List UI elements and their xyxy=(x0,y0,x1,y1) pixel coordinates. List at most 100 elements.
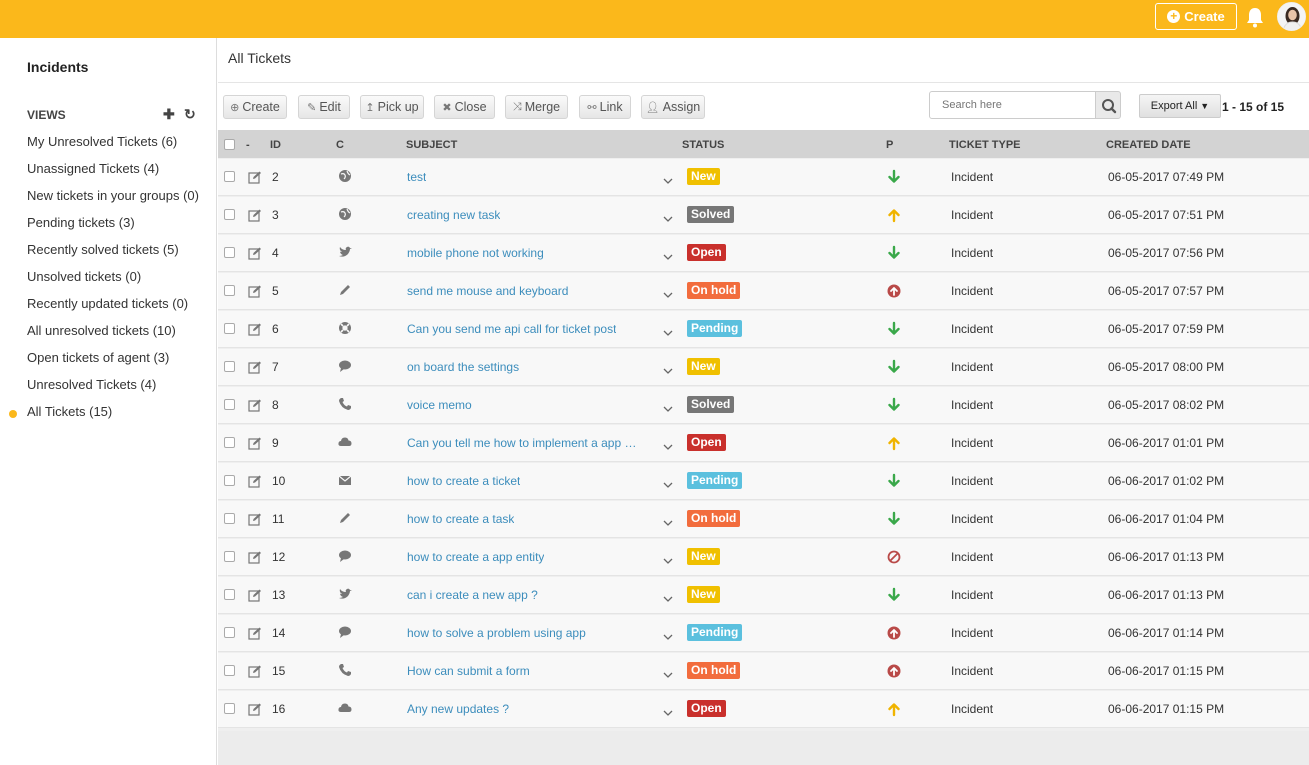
add-view-icon[interactable]: ✚ xyxy=(163,106,175,122)
sidebar-view-item[interactable]: Unresolved Tickets (4) xyxy=(27,377,157,392)
top-create-button[interactable]: + Create xyxy=(1155,3,1237,30)
ticket-subject-link[interactable]: can i create a new app ? xyxy=(407,588,538,602)
edit-row-icon[interactable] xyxy=(248,399,262,412)
edit-row-icon[interactable] xyxy=(248,171,262,184)
row-checkbox[interactable] xyxy=(224,361,235,372)
row-checkbox[interactable] xyxy=(224,247,235,258)
chevron-down-icon[interactable] xyxy=(663,709,673,717)
edit-row-icon[interactable] xyxy=(248,589,262,602)
table-row[interactable]: 7 on board the settings New Incident 06-05-2… xyxy=(218,349,1309,386)
table-row[interactable]: 11 how to create a task On hold Incident 06-… xyxy=(218,501,1309,538)
edit-row-icon[interactable] xyxy=(248,475,262,488)
row-checkbox[interactable] xyxy=(224,703,235,714)
row-checkbox[interactable] xyxy=(224,475,235,486)
col-priority[interactable]: P xyxy=(886,139,894,151)
edit-button[interactable]: ✎ Edit xyxy=(298,95,350,119)
table-row[interactable]: 15 How can submit a form On hold Incident 06… xyxy=(218,653,1309,690)
search-input[interactable] xyxy=(929,91,1097,119)
sidebar-view-item[interactable]: Recently updated tickets (0) xyxy=(27,296,189,311)
link-button[interactable]: ⚯ Link xyxy=(579,95,631,119)
chevron-down-icon[interactable] xyxy=(663,405,673,413)
sidebar-view-item[interactable]: Recently solved tickets (5) xyxy=(27,242,179,257)
chevron-down-icon[interactable] xyxy=(663,557,673,565)
table-row[interactable]: 4 mobile phone not working Open Incident 06-… xyxy=(218,235,1309,272)
col-channel[interactable]: C xyxy=(336,139,344,151)
table-row[interactable]: 10 how to create a ticket Pending Incident 0… xyxy=(218,463,1309,500)
chevron-down-icon[interactable] xyxy=(663,291,673,299)
chevron-down-icon[interactable] xyxy=(663,329,673,337)
edit-row-icon[interactable] xyxy=(248,665,262,678)
chevron-down-icon[interactable] xyxy=(663,481,673,489)
table-row[interactable]: 14 how to solve a problem using app Pendin… xyxy=(218,615,1309,652)
sidebar-view-item[interactable]: Unsolved tickets (0) xyxy=(27,269,142,284)
row-checkbox[interactable] xyxy=(224,551,235,562)
row-checkbox[interactable] xyxy=(224,665,235,676)
row-checkbox[interactable] xyxy=(224,627,235,638)
ticket-subject-link[interactable]: how to create a ticket xyxy=(407,474,521,488)
row-checkbox[interactable] xyxy=(224,323,235,334)
chevron-down-icon[interactable] xyxy=(663,367,673,375)
ticket-subject-link[interactable]: How can submit a form xyxy=(407,664,530,678)
col-subject[interactable]: SUBJECT xyxy=(406,139,458,151)
sidebar-view-item[interactable]: New tickets in your groups (0) xyxy=(27,188,199,203)
table-row[interactable]: 3 creating new task Solved Incident 06-05-20… xyxy=(218,197,1309,234)
row-checkbox[interactable] xyxy=(224,171,235,182)
create-ticket-button[interactable]: ⊕ Create xyxy=(223,95,287,119)
row-checkbox[interactable] xyxy=(224,589,235,600)
col-ticket-type[interactable]: TICKET TYPE xyxy=(949,139,1021,151)
row-checkbox[interactable] xyxy=(224,399,235,410)
ticket-subject-link[interactable]: Can you tell me how to implement a app … xyxy=(407,436,637,450)
row-checkbox[interactable] xyxy=(224,285,235,296)
table-row[interactable]: 8 voice memo Solved Incident 06-05-2017 08:0… xyxy=(218,387,1309,424)
table-row[interactable]: 5 send me mouse and keyboard On hold Incide… xyxy=(218,273,1309,310)
chevron-down-icon[interactable] xyxy=(663,215,673,223)
row-checkbox[interactable] xyxy=(224,513,235,524)
chevron-down-icon[interactable] xyxy=(663,671,673,679)
ticket-subject-link[interactable]: send me mouse and keyboard xyxy=(407,284,569,298)
sidebar-view-item[interactable]: My Unresolved Tickets (6) xyxy=(27,134,178,149)
select-all-checkbox[interactable] xyxy=(224,139,235,150)
export-all-button[interactable]: Export All ▼ xyxy=(1139,94,1221,118)
edit-row-icon[interactable] xyxy=(248,437,262,450)
sidebar-view-item[interactable]: Unassigned Tickets (4) xyxy=(27,161,160,176)
ticket-subject-link[interactable]: how to create a task xyxy=(407,512,515,526)
chevron-down-icon[interactable] xyxy=(663,177,673,185)
chevron-down-icon[interactable] xyxy=(663,519,673,527)
refresh-icon[interactable]: ↻ xyxy=(184,106,196,122)
edit-row-icon[interactable] xyxy=(248,703,262,716)
ticket-subject-link[interactable]: Any new updates ? xyxy=(407,702,510,716)
table-row[interactable]: 2 test New Incident 06-05-2017 07:49 PM xyxy=(218,159,1309,196)
edit-row-icon[interactable] xyxy=(248,361,262,374)
search-button[interactable] xyxy=(1095,91,1121,119)
edit-row-icon[interactable] xyxy=(248,551,262,564)
ticket-subject-link[interactable]: how to solve a problem using app xyxy=(407,626,586,640)
ticket-subject-link[interactable]: test xyxy=(407,170,427,184)
row-checkbox[interactable] xyxy=(224,437,235,448)
edit-row-icon[interactable] xyxy=(248,247,262,260)
avatar[interactable] xyxy=(1277,2,1306,31)
col-id[interactable]: ID xyxy=(270,139,281,151)
bell-icon[interactable] xyxy=(1245,6,1265,28)
col-status[interactable]: STATUS xyxy=(682,139,725,151)
ticket-subject-link[interactable]: voice memo xyxy=(407,398,472,412)
col-created-date[interactable]: CREATED DATE xyxy=(1106,139,1191,151)
sidebar-view-item[interactable]: All unresolved tickets (10) xyxy=(27,323,176,338)
sidebar-view-item[interactable]: Open tickets of agent (3) xyxy=(27,350,170,365)
edit-row-icon[interactable] xyxy=(248,209,262,222)
row-checkbox[interactable] xyxy=(224,209,235,220)
table-row[interactable]: 6 Can you send me api call for ticket pos… xyxy=(218,311,1309,348)
edit-row-icon[interactable] xyxy=(248,285,262,298)
sidebar-view-item[interactable]: Pending tickets (3) xyxy=(27,215,135,230)
edit-row-icon[interactable] xyxy=(248,323,262,336)
ticket-subject-link[interactable]: how to create a app entity xyxy=(407,550,545,564)
ticket-subject-link[interactable]: Can you send me api call for ticket post xyxy=(407,322,617,336)
chevron-down-icon[interactable] xyxy=(663,633,673,641)
edit-row-icon[interactable] xyxy=(248,627,262,640)
ticket-subject-link[interactable]: on board the settings xyxy=(407,360,520,374)
table-row[interactable]: 9 Can you tell me how to implement a app … xyxy=(218,425,1309,462)
sidebar-view-item[interactable]: All Tickets (15) xyxy=(27,404,113,419)
ticket-subject-link[interactable]: creating new task xyxy=(407,208,501,222)
table-row[interactable]: 13 can i create a new app ? New Incident 06-… xyxy=(218,577,1309,614)
merge-button[interactable]: ⤨ Merge xyxy=(505,95,568,119)
close-button[interactable]: ✖ Close xyxy=(434,95,495,119)
